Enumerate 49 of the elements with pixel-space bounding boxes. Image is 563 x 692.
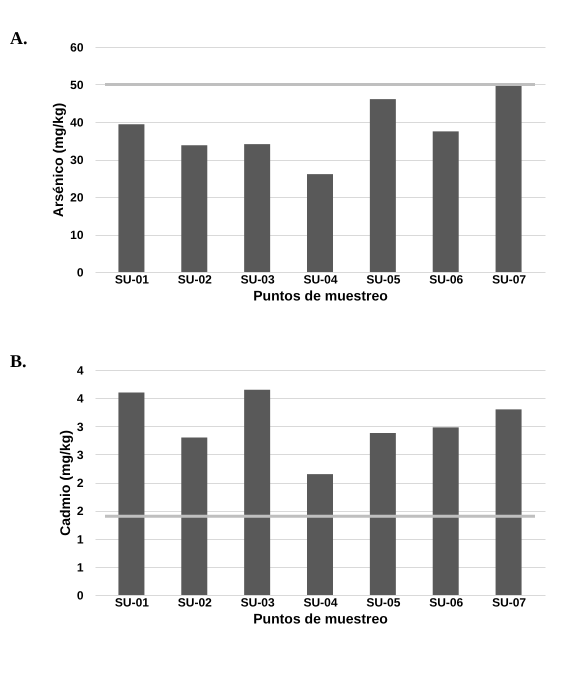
x-tick-label: SU-04 [303, 596, 338, 610]
y-tick-label: 20 [70, 190, 84, 204]
y-tick-label: 2 [76, 476, 84, 490]
y-tick-label: 30 [70, 153, 84, 167]
y-tick-label: 0 [76, 266, 84, 280]
y-tick-label: 3 [76, 420, 84, 434]
bar [370, 99, 396, 272]
x-tick-label: SU-05 [366, 596, 401, 610]
x-tick-label: SU-02 [178, 272, 212, 286]
bar [181, 438, 208, 595]
y-tick-label: 0 [76, 588, 84, 602]
x-axis-title: Puntos de muestreo [253, 288, 388, 304]
y-tick-label: 50 [70, 78, 84, 92]
y-axis-title: Cadmio (mg/kg) [56, 430, 73, 536]
y-tick-label: 2 [76, 504, 84, 518]
bar [432, 427, 459, 595]
x-tick-label: SU-07 [492, 272, 526, 286]
y-axis-title: Arsénico (mg/kg) [50, 102, 66, 218]
y-tick-label: 1 [76, 560, 84, 574]
x-tick-label: SU-06 [429, 272, 464, 286]
x-tick-label: SU-02 [178, 596, 212, 610]
bar [307, 474, 333, 595]
x-axis-title: Puntos de muestreo [253, 610, 388, 626]
x-tick-label: SU-06 [429, 596, 464, 610]
bar [118, 124, 144, 272]
y-tick-label: 4 [76, 392, 84, 406]
x-tick-label: SU-01 [114, 272, 150, 286]
x-tick-label: SU-07 [492, 596, 526, 610]
bar [307, 174, 333, 272]
bar [181, 145, 208, 272]
text: A. [10, 28, 28, 48]
text: B. [10, 351, 27, 371]
bar [118, 392, 144, 595]
x-tick-label: SU-05 [366, 272, 401, 286]
x-tick-label: SU-03 [240, 596, 275, 610]
x-tick-label: SU-04 [303, 272, 338, 286]
y-tick-label: 4 [76, 364, 84, 378]
x-tick-label: SU-01 [114, 596, 150, 610]
x-tick-label: SU-03 [240, 272, 275, 286]
y-tick-label: 3 [76, 448, 84, 462]
bar [432, 131, 459, 272]
bar [244, 390, 270, 595]
y-tick-label: 40 [70, 116, 84, 130]
y-tick-label: 10 [70, 228, 84, 242]
bar [496, 409, 522, 595]
bar [244, 144, 270, 272]
bar [370, 433, 396, 595]
y-tick-label: 60 [70, 40, 84, 54]
y-tick-label: 1 [76, 532, 84, 546]
